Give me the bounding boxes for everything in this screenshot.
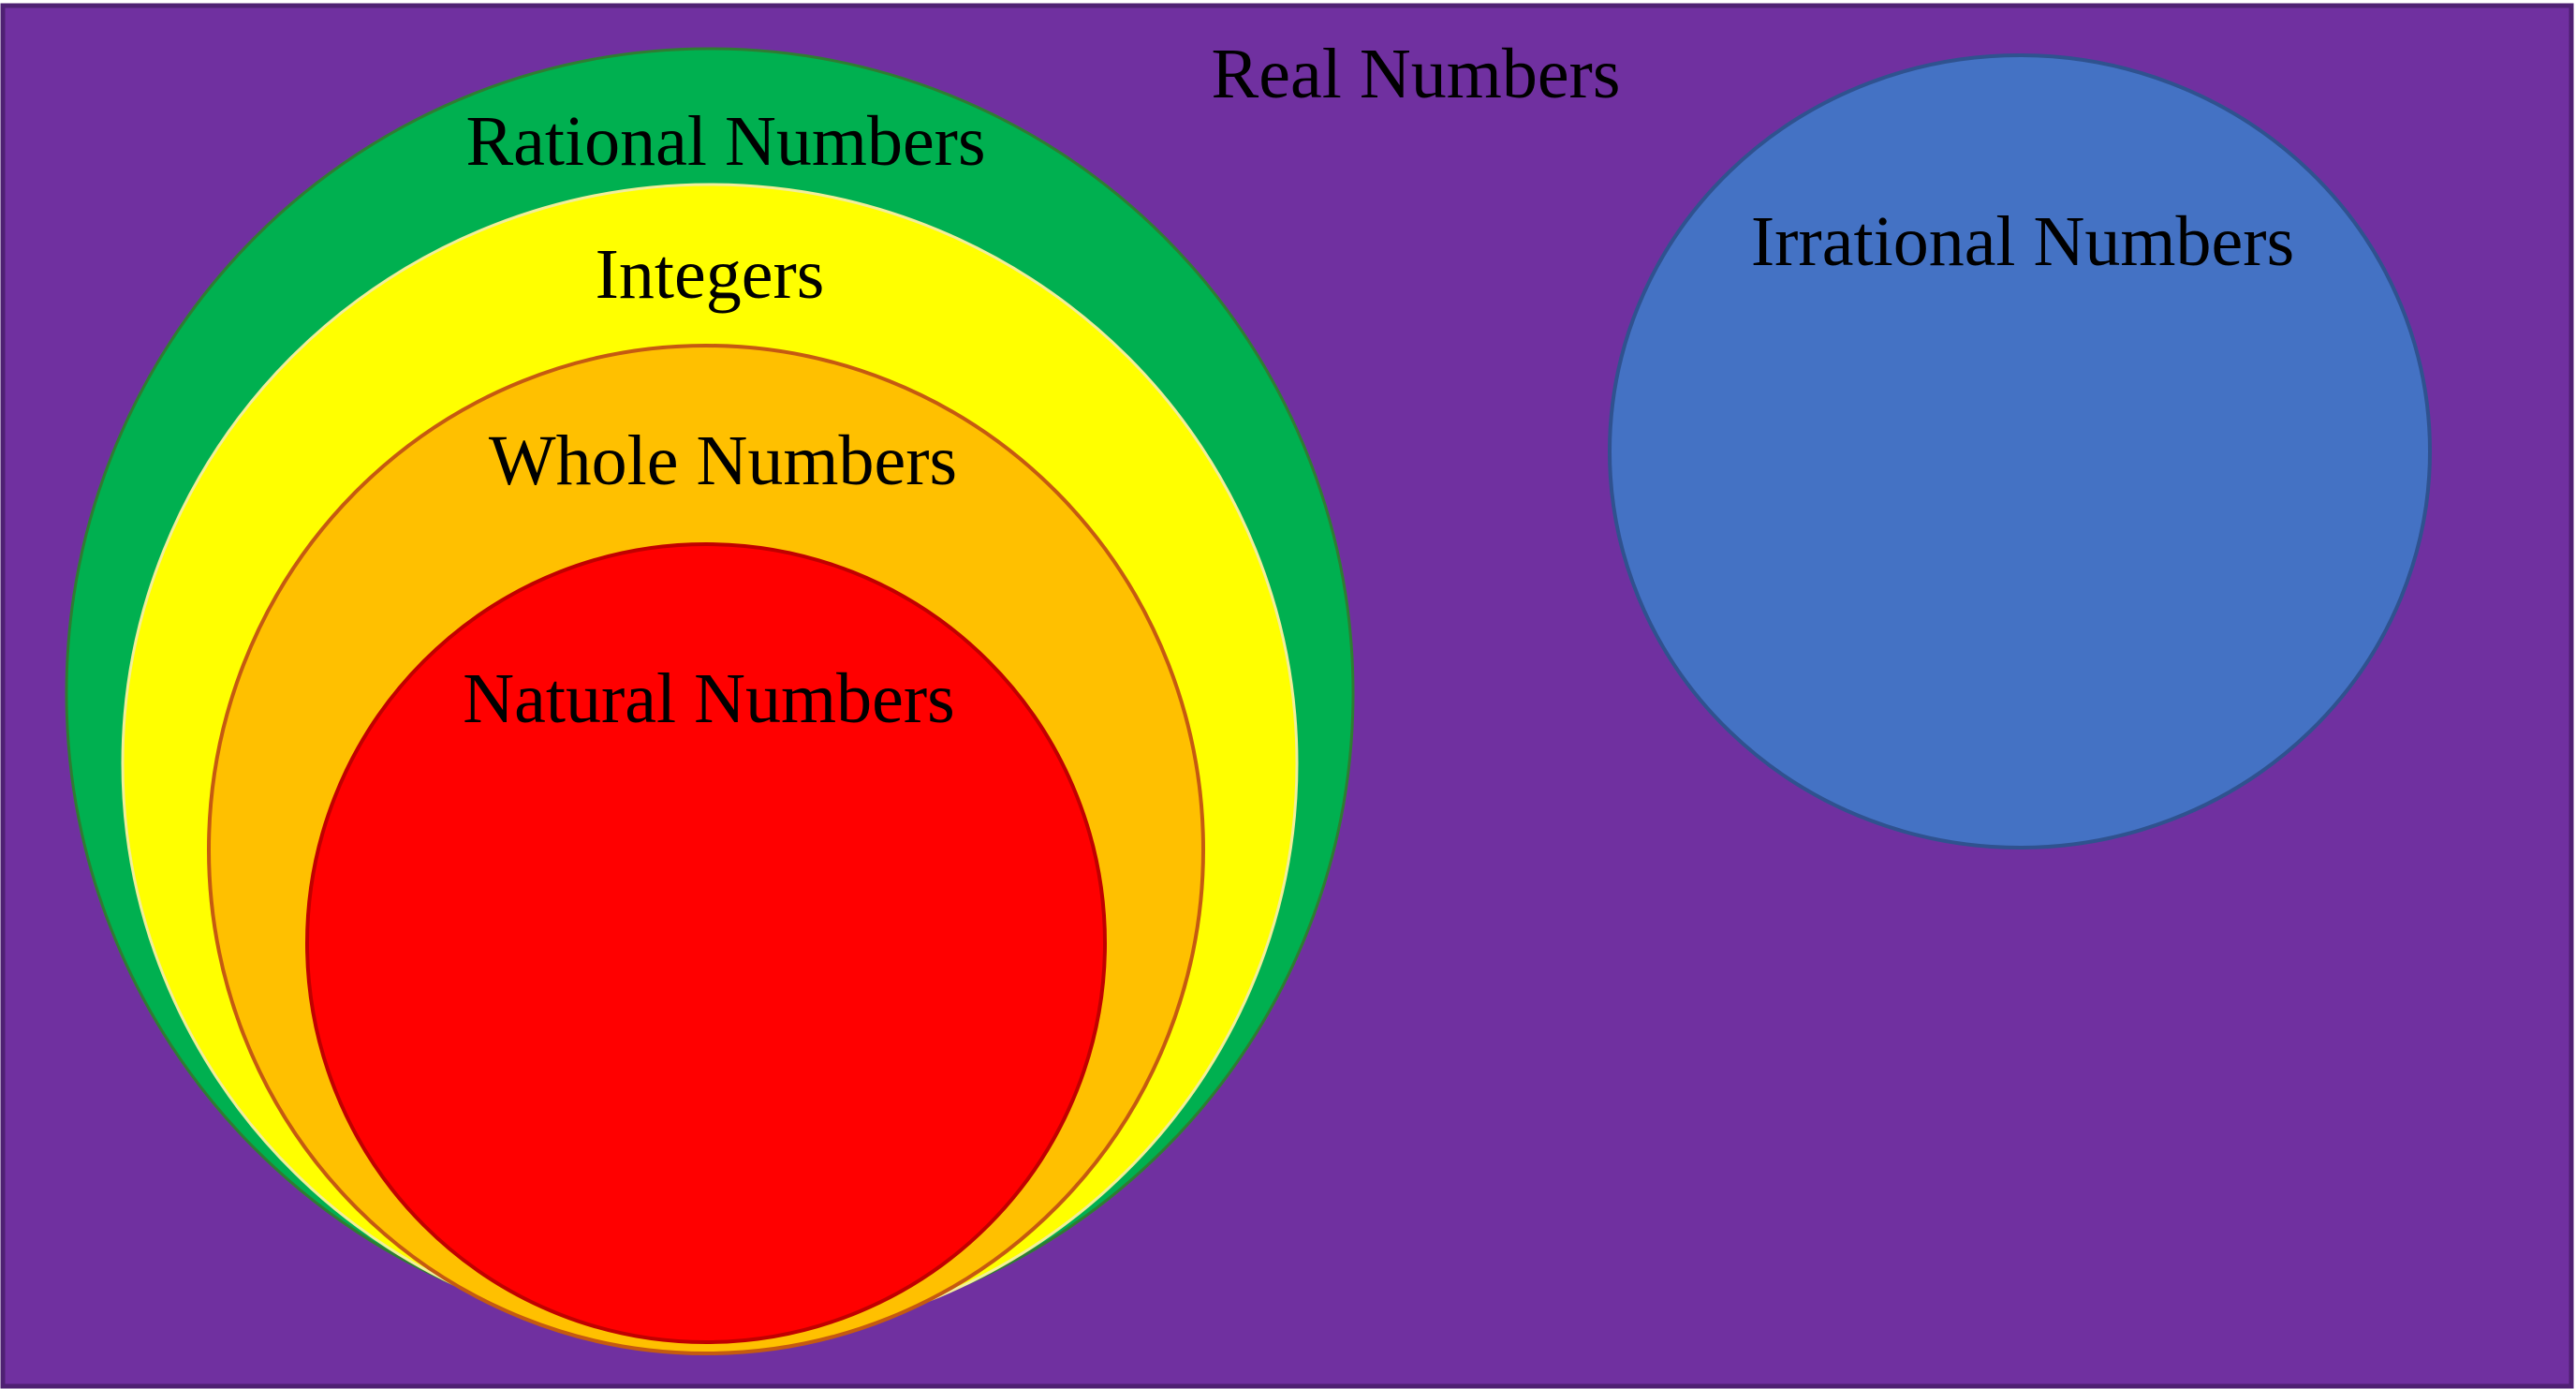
- natural-numbers-region: [305, 542, 1107, 1344]
- irrational-numbers-label: Irrational Numbers: [1751, 202, 2294, 281]
- real-numbers-label: Real Numbers: [1212, 35, 1621, 113]
- natural-numbers-label: Natural Numbers: [463, 659, 955, 738]
- irrational-numbers-region: [1608, 53, 2432, 850]
- rational-numbers-label: Rational Numbers: [465, 102, 985, 181]
- whole-numbers-label: Whole Numbers: [489, 421, 957, 500]
- integers-label: Integers: [596, 235, 825, 314]
